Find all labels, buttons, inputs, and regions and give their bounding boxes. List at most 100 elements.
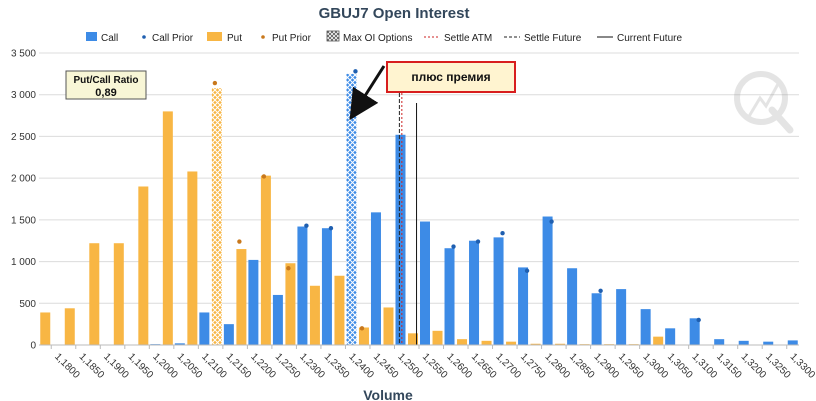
- reference-lines: [398, 93, 418, 345]
- y-tick-label: 3 000: [11, 90, 36, 101]
- legend: Call Call Prior Put Put Prior Max OI Opt…: [86, 30, 682, 44]
- x-tick-label: 1,3300: [788, 351, 816, 381]
- put-bar: [236, 249, 247, 345]
- put-bar: [285, 263, 296, 345]
- put-bar: [113, 243, 124, 345]
- legend-call-label: Call: [101, 33, 118, 44]
- callout-arrow: [349, 65, 386, 121]
- put-bar: [555, 343, 566, 345]
- x-tick-label: 1,3000: [641, 351, 671, 381]
- put-bar: [334, 275, 345, 345]
- call-bar: [567, 268, 578, 345]
- put-prior-marker: [237, 239, 242, 244]
- x-tick-label: 1,2450: [371, 351, 401, 381]
- y-axis-ticks: 0 500 1 000 1 500 2 000 2 500 3 000 3 500: [11, 49, 36, 352]
- call-bar: [199, 312, 210, 345]
- y-tick-label: 0: [30, 341, 36, 352]
- call-bar: [665, 328, 676, 345]
- legend-max-oi-swatch: [326, 30, 340, 42]
- x-tick-label: 1,2850: [567, 351, 597, 381]
- x-tick-label: 1,2900: [591, 351, 621, 381]
- x-tick-label: 1,3250: [763, 351, 793, 381]
- x-tick-label: 1,1950: [126, 351, 156, 381]
- call-bar: [395, 134, 406, 345]
- put-bar: [653, 336, 664, 345]
- call-prior-marker: [500, 231, 505, 236]
- call-bar: [542, 216, 553, 345]
- x-tick-label: 1,2250: [273, 351, 303, 381]
- call-bar: [787, 340, 798, 345]
- call-prior-marker: [328, 226, 334, 231]
- put-bar: [138, 186, 149, 345]
- call-prior-marker: [524, 268, 530, 273]
- y-tick-label: 2 500: [11, 132, 36, 143]
- bars: [40, 73, 798, 346]
- x-tick-label: 1,2050: [175, 351, 205, 381]
- x-tick-label: 1,2500: [395, 351, 425, 381]
- call-prior-marker: [451, 244, 456, 249]
- premium-callout: плюс премия: [349, 61, 516, 121]
- legend-current-future-label: Current Future: [617, 33, 682, 44]
- x-tick-label: 1,2700: [493, 351, 523, 381]
- put-bar: [481, 340, 492, 345]
- put-prior-marker: [359, 326, 365, 331]
- x-axis-label: Volume: [363, 387, 413, 401]
- call-bar: [370, 212, 381, 345]
- call-bar: [174, 343, 185, 345]
- put-call-ratio-value: 0,89: [95, 87, 116, 99]
- x-tick-label: 1,2800: [542, 351, 572, 381]
- call-bar: [493, 237, 504, 345]
- legend-settle-atm-label: Settle ATM: [444, 33, 492, 44]
- put-bar: [260, 175, 271, 345]
- put-call-ratio-title: Put/Call Ratio: [73, 75, 138, 86]
- legend-call-swatch: [86, 32, 97, 41]
- legend-max-oi-label: Max OI Options: [343, 33, 412, 44]
- put-bar: [40, 312, 51, 345]
- put-prior-marker: [212, 80, 218, 86]
- x-tick-label: 1,3100: [690, 351, 720, 381]
- call-bar: [738, 340, 749, 345]
- x-tick-label: 1,3050: [665, 351, 695, 381]
- call-bar: [297, 226, 308, 345]
- x-tick-label: 1,1900: [101, 351, 131, 381]
- x-tick-label: 1,2150: [224, 351, 254, 381]
- call-bar: [469, 240, 480, 345]
- x-tick-label: 1,2400: [346, 351, 376, 381]
- call-prior-marker: [549, 219, 554, 224]
- y-tick-label: 3 500: [11, 49, 36, 60]
- put-bar: [408, 333, 418, 345]
- put-call-ratio-box: Put/Call Ratio 0,89: [65, 70, 147, 100]
- y-tick-label: 500: [19, 299, 36, 310]
- call-prior-marker: [304, 223, 309, 228]
- put-bar: [211, 88, 222, 345]
- legend-settle-future-label: Settle Future: [524, 33, 582, 44]
- call-bar: [444, 248, 455, 345]
- x-tick-label: 1,1800: [52, 351, 82, 381]
- call-bar: [640, 309, 651, 345]
- put-bar: [309, 285, 320, 345]
- x-tick-label: 1,2650: [469, 351, 499, 381]
- call-bar: [346, 73, 357, 345]
- put-prior-marker: [261, 174, 267, 179]
- y-tick-label: 2 000: [11, 174, 36, 185]
- call-prior-marker: [696, 317, 701, 323]
- call-bar: [248, 259, 259, 345]
- legend-call-prior-label: Call Prior: [152, 33, 194, 44]
- x-tick-label: 1,1850: [77, 351, 107, 381]
- put-bar: [89, 243, 100, 345]
- x-tick-label: 1,2100: [199, 351, 229, 381]
- legend-put-swatch: [207, 32, 222, 41]
- call-bar: [714, 339, 725, 345]
- legend-call-prior-marker: [142, 35, 146, 39]
- chart-title: GBUJ7 Open Interest: [319, 5, 470, 22]
- x-tick-label: 1,2350: [322, 351, 352, 381]
- call-bar: [420, 221, 430, 345]
- put-bar: [358, 327, 369, 345]
- call-bar: [591, 293, 602, 345]
- x-tick-label: 1,2750: [518, 351, 548, 381]
- put-bar: [162, 111, 173, 346]
- legend-put-prior-label: Put Prior: [272, 33, 312, 44]
- put-bar: [432, 330, 443, 345]
- y-tick-label: 1 500: [11, 215, 36, 226]
- x-tick-label: 1,2950: [616, 351, 646, 381]
